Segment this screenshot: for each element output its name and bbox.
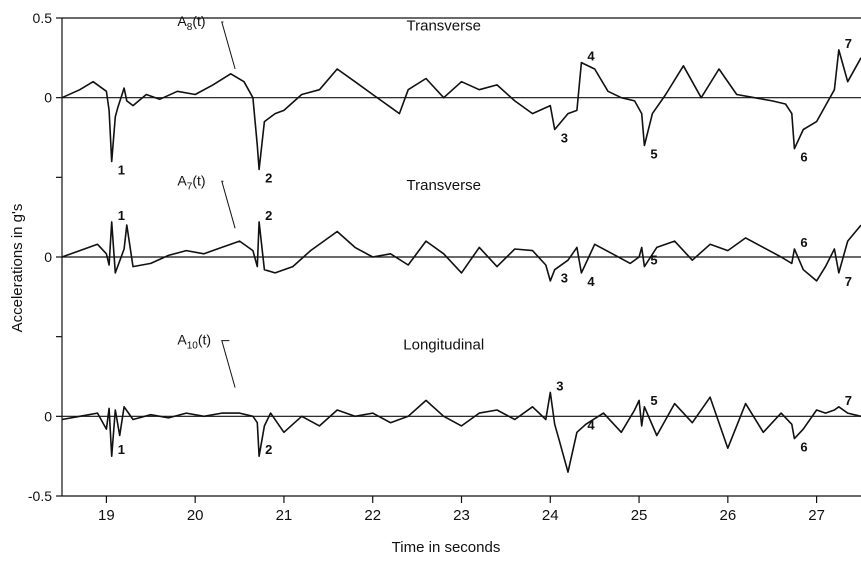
event-label: 7 — [845, 274, 852, 289]
y-axis: 0.5 0 0 0 -0.5 — [28, 10, 62, 504]
event-label: 7 — [845, 36, 852, 51]
x-axis: 19 20 21 22 23 24 25 26 27 — [98, 496, 825, 524]
y-tick-label: 0 — [44, 90, 52, 106]
trace-7 — [61, 221, 861, 282]
event-label: 1 — [118, 208, 125, 223]
event-label: 5 — [650, 146, 657, 161]
y-axis-label: Accelerations in g's — [9, 204, 26, 333]
event-label: 2 — [265, 442, 272, 457]
event-label: 3 — [556, 378, 563, 393]
event-label: 5 — [650, 393, 657, 408]
event-label: 4 — [587, 49, 595, 64]
event-label: 2 — [265, 170, 272, 185]
event-label: 7 — [845, 393, 852, 408]
event-label: 3 — [561, 131, 568, 146]
signal-traces — [61, 49, 861, 473]
x-tick-label: 26 — [719, 507, 736, 524]
zero-baselines — [62, 97, 861, 417]
x-tick-label: 21 — [276, 507, 293, 524]
event-label: 1 — [118, 162, 125, 177]
trace-10 — [61, 391, 861, 473]
series-name: A10(t) — [177, 332, 211, 352]
x-tick-label: 24 — [542, 507, 559, 524]
series-name: A7(t) — [177, 172, 205, 192]
event-label: 6 — [800, 150, 807, 165]
x-tick-label: 19 — [98, 507, 115, 524]
y-tick-label: 0 — [44, 408, 52, 424]
series-leader-line — [221, 180, 236, 229]
event-label: 3 — [561, 271, 568, 286]
y-tick-label: 0.5 — [33, 10, 53, 26]
trace-8 — [61, 49, 861, 171]
y-tick-label: 0 — [44, 249, 52, 265]
event-label: 6 — [800, 440, 807, 455]
series-leader-line — [221, 340, 236, 388]
event-label: 5 — [650, 253, 657, 268]
event-label: 1 — [118, 442, 125, 457]
x-axis-label: Time in seconds — [392, 539, 501, 556]
series-title: Longitudinal — [403, 336, 484, 353]
y-tick-label: -0.5 — [28, 488, 52, 504]
series-labels: Transverse A8(t) Transverse A7(t) Longitudin… — [177, 13, 484, 388]
x-tick-label: 20 — [187, 507, 204, 524]
event-label: 2 — [265, 208, 272, 223]
event-markers: 1 2 3 4 5 6 7 1 2 3 4 5 6 7 1 2 3 4 5 6 7 — [118, 36, 852, 457]
series-title: Transverse — [407, 177, 481, 194]
x-tick-label: 23 — [453, 507, 470, 524]
x-tick-label: 22 — [364, 507, 381, 524]
series-leader-line — [221, 21, 236, 70]
event-label: 6 — [800, 235, 807, 250]
event-label: 4 — [587, 417, 595, 432]
series-name: A8(t) — [177, 13, 205, 33]
x-tick-label: 25 — [631, 507, 648, 524]
event-label: 4 — [587, 274, 595, 289]
x-tick-label: 27 — [808, 507, 825, 524]
series-title: Transverse — [407, 18, 481, 35]
